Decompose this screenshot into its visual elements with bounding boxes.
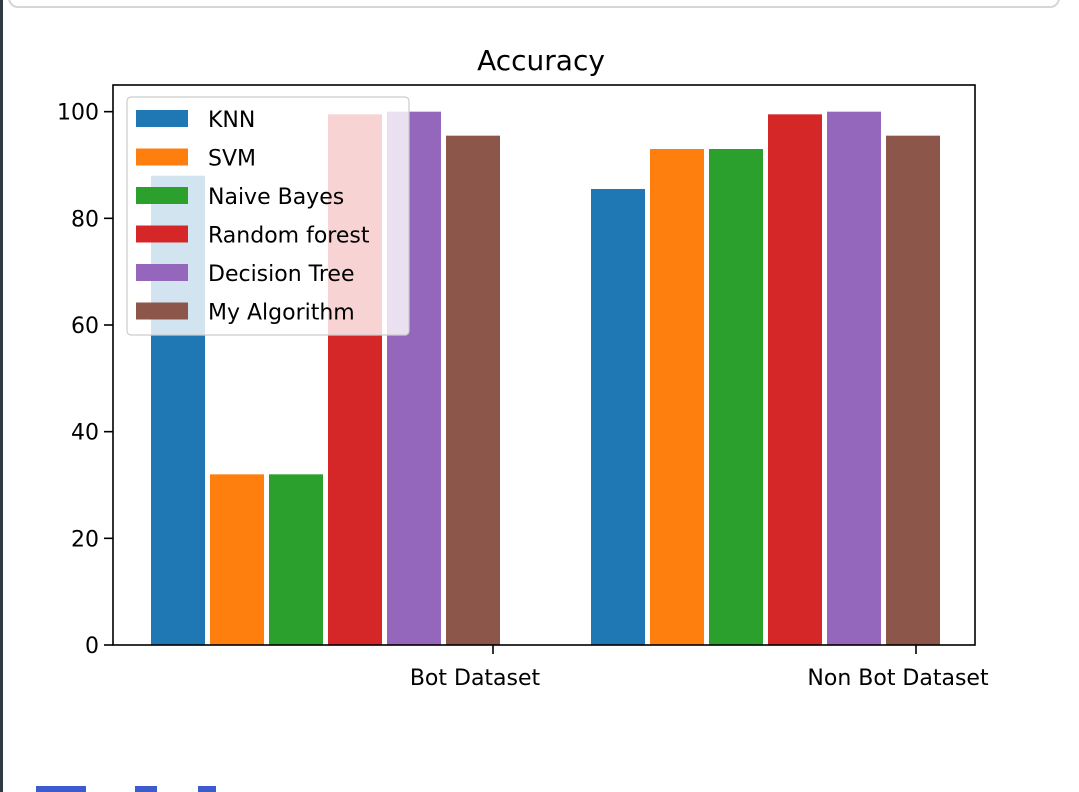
legend-swatch [136, 302, 188, 320]
bar-my-algorithm-bot [446, 135, 500, 645]
x-tick-label: Bot Dataset [410, 666, 541, 691]
legend-label: Naive Bayes [208, 185, 344, 210]
window-left-border [0, 0, 3, 792]
legend-label: Random forest [208, 224, 370, 249]
bar-svm-bot [210, 474, 264, 645]
legend-label: SVM [208, 147, 256, 172]
legend-swatch [136, 264, 188, 281]
y-tick-label: 0 [85, 634, 99, 659]
chart-title: Accuracy [477, 44, 605, 77]
plot-frame [112, 84, 976, 646]
legend-label: My Algorithm [208, 301, 355, 326]
y-tick-label: 20 [71, 527, 99, 552]
legend-swatch [136, 148, 188, 166]
y-tick-label: 100 [57, 101, 99, 126]
y-tick-label: 60 [71, 314, 99, 339]
y-tick-label: 40 [71, 421, 99, 446]
bars-group [151, 111, 940, 646]
legend-swatch [136, 225, 188, 243]
legend-swatch [136, 110, 188, 127]
legend: KNN SVM Naive Bayes Random forest Decision T… [126, 96, 410, 336]
bar-my-algorithm-non-bot [886, 135, 940, 645]
bar-naive-bayes-bot [269, 474, 323, 645]
y-tick-label: 80 [71, 207, 99, 232]
legend-box [126, 96, 410, 336]
bar-knn-non-bot [591, 189, 645, 645]
legend-swatch [136, 187, 188, 204]
bar-random-forest-non-bot [768, 114, 822, 646]
next-cell-glyphs [30, 786, 270, 792]
bar-naive-bayes-non-bot [709, 149, 763, 645]
x-tick-label: Non Bot Dataset [807, 666, 989, 691]
bar-svm-non-bot [650, 149, 704, 645]
legend-label: Decision Tree [208, 262, 355, 287]
bar-decision-tree-non-bot [827, 111, 881, 645]
legend-label: KNN [208, 108, 255, 133]
x-axis: Bot Dataset Non Bot Dataset [410, 645, 989, 691]
y-axis: 0 20 40 60 80 100 [57, 101, 113, 659]
